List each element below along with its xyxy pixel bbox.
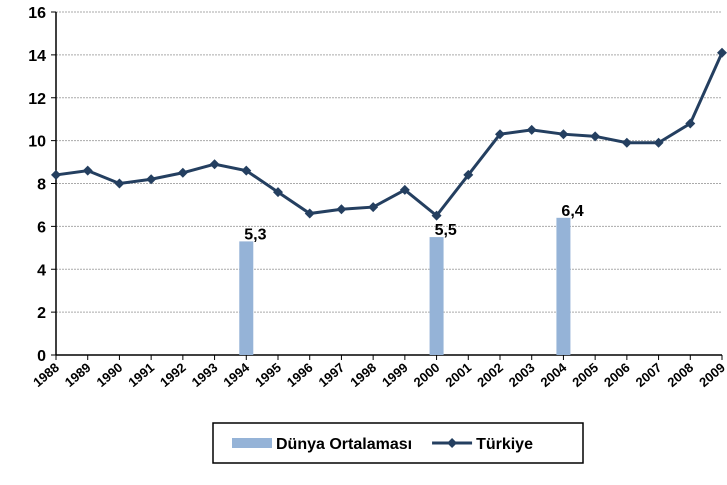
y-tick-label: 0 (37, 348, 46, 365)
legend-label: Dünya Ortalaması (276, 436, 412, 453)
x-tick-label: 2008 (664, 360, 696, 390)
line-marker (399, 184, 410, 195)
y-tick-label: 2 (37, 305, 46, 322)
line-marker (241, 165, 252, 176)
value-label: 6,4 (561, 203, 583, 220)
line-marker (177, 167, 188, 178)
x-tick-label: 2006 (601, 360, 633, 390)
y-tick-label: 14 (28, 48, 46, 65)
y-tick-label: 4 (37, 262, 46, 279)
x-tick-label: 1993 (189, 360, 221, 390)
x-tick-label: 2003 (506, 360, 538, 390)
y-tick-label: 16 (28, 5, 46, 22)
line-marker (51, 169, 61, 180)
legend-label: Türkiye (476, 436, 533, 453)
line-marker (114, 178, 125, 189)
line-marker (273, 187, 283, 198)
bar (239, 241, 254, 355)
line-marker (590, 131, 601, 142)
x-tick-label: 1994 (220, 359, 252, 390)
line-marker (82, 165, 93, 176)
x-tick-label: 2000 (411, 360, 443, 390)
line-marker (146, 174, 157, 185)
y-tick-label: 12 (28, 91, 46, 108)
x-tick-label: 1991 (125, 360, 157, 390)
line-marker (431, 210, 442, 221)
line-marker (336, 204, 347, 215)
line-marker (463, 169, 474, 180)
y-tick-label: 8 (37, 177, 46, 194)
line-marker (653, 137, 664, 148)
x-tick-label: 1992 (157, 360, 189, 390)
x-tick-label: 2002 (474, 360, 506, 390)
x-tick-label: 1999 (379, 360, 411, 390)
y-tick-label: 6 (37, 219, 46, 236)
x-tick-label: 2001 (442, 360, 474, 390)
legend-marker (447, 438, 458, 448)
line-marker (526, 124, 537, 135)
x-tick-label: 1990 (94, 360, 126, 390)
bar (556, 217, 571, 355)
x-tick-label: 2009 (696, 360, 727, 390)
legend-box (212, 422, 584, 464)
line-marker (304, 208, 315, 219)
x-tick-label: 1995 (252, 360, 284, 390)
x-tick-label: 2007 (633, 360, 665, 390)
x-tick-label: 2005 (569, 360, 601, 390)
line-marker (717, 47, 727, 58)
line-marker (558, 129, 569, 140)
x-tick-label: 1989 (62, 360, 94, 390)
y-tick-label: 10 (28, 134, 46, 151)
line-marker (621, 137, 632, 148)
bar (429, 237, 444, 355)
x-tick-label: 2004 (538, 359, 570, 390)
x-tick-label: 1988 (30, 360, 62, 390)
line-marker (685, 118, 696, 129)
legend-swatch (232, 438, 272, 448)
line-marker (368, 202, 379, 213)
x-tick-label: 1996 (284, 360, 316, 390)
line-marker (209, 159, 220, 170)
line-marker (495, 129, 505, 140)
x-tick-label: 1998 (347, 360, 379, 390)
value-label: 5,3 (244, 226, 266, 243)
x-tick-label: 1997 (316, 360, 348, 390)
value-label: 5,5 (435, 222, 457, 239)
line (55, 52, 724, 218)
